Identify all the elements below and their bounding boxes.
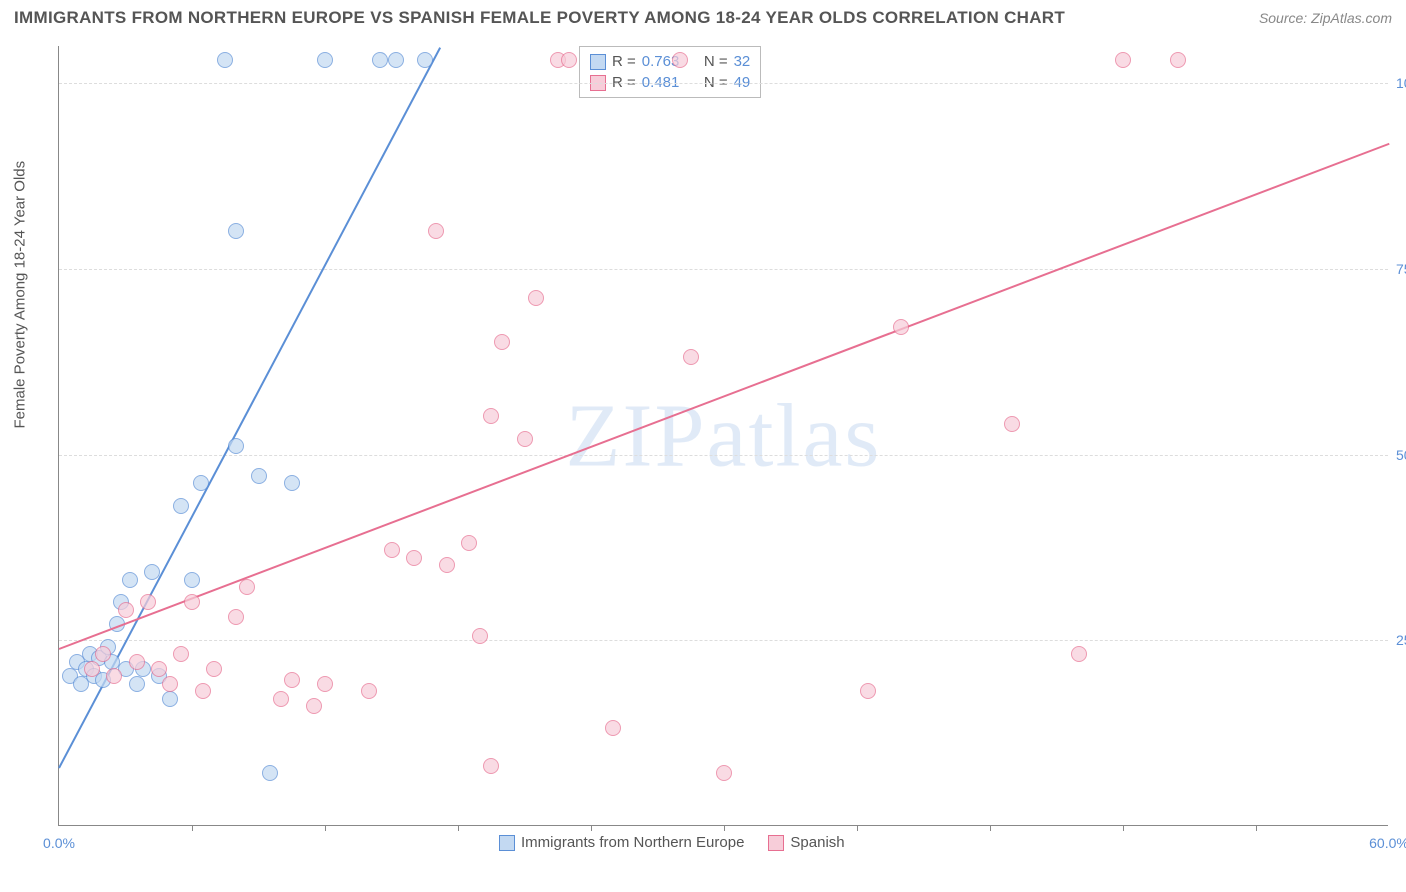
data-point	[162, 691, 178, 707]
gridline	[59, 83, 1388, 84]
data-point	[122, 572, 138, 588]
data-point	[284, 475, 300, 491]
x-tick-mark	[1256, 825, 1257, 831]
data-point	[184, 572, 200, 588]
data-point	[317, 676, 333, 692]
data-point	[206, 661, 222, 677]
data-point	[384, 542, 400, 558]
data-point	[317, 52, 333, 68]
data-point	[193, 475, 209, 491]
gridline	[59, 640, 1388, 641]
data-point	[129, 676, 145, 692]
legend-swatch	[590, 54, 606, 70]
watermark-text: ZIPatlas	[566, 384, 882, 487]
data-point	[716, 765, 732, 781]
data-point	[605, 720, 621, 736]
data-point	[1004, 416, 1020, 432]
y-axis-label: Female Poverty Among 18-24 Year Olds	[12, 161, 29, 429]
trend-line	[59, 143, 1390, 650]
data-point	[306, 698, 322, 714]
data-point	[494, 334, 510, 350]
x-tick-mark	[1123, 825, 1124, 831]
legend-series-item: Immigrants from Northern Europe	[499, 834, 744, 851]
data-point	[683, 349, 699, 365]
scatter-chart: ZIPatlas R = 0.763 N = 32R = 0.481 N = 4…	[58, 46, 1388, 826]
y-tick-label: 50.0%	[1396, 447, 1406, 463]
data-point	[483, 408, 499, 424]
data-point	[129, 654, 145, 670]
chart-title: IMMIGRANTS FROM NORTHERN EUROPE VS SPANI…	[14, 8, 1065, 28]
data-point	[118, 602, 134, 618]
data-point	[228, 223, 244, 239]
x-tick-label: 0.0%	[43, 835, 75, 851]
data-point	[483, 758, 499, 774]
data-point	[528, 290, 544, 306]
data-point	[184, 594, 200, 610]
data-point	[1115, 52, 1131, 68]
x-tick-mark	[990, 825, 991, 831]
data-point	[672, 52, 688, 68]
data-point	[239, 579, 255, 595]
data-point	[262, 765, 278, 781]
y-tick-label: 75.0%	[1396, 261, 1406, 277]
data-point	[1071, 646, 1087, 662]
data-point	[406, 550, 422, 566]
x-tick-mark	[724, 825, 725, 831]
correlation-legend: R = 0.763 N = 32R = 0.481 N = 49	[579, 46, 761, 98]
data-point	[893, 319, 909, 335]
legend-series-item: Spanish	[768, 834, 844, 851]
series-legend: Immigrants from Northern Europe Spanish	[499, 834, 845, 851]
gridline	[59, 455, 1388, 456]
data-point	[561, 52, 577, 68]
data-point	[144, 564, 160, 580]
data-point	[388, 52, 404, 68]
data-point	[106, 668, 122, 684]
x-tick-mark	[325, 825, 326, 831]
data-point	[217, 52, 233, 68]
data-point	[84, 661, 100, 677]
data-point	[860, 683, 876, 699]
data-point	[461, 535, 477, 551]
x-tick-mark	[591, 825, 592, 831]
legend-swatch	[499, 835, 515, 851]
data-point	[472, 628, 488, 644]
gridline	[59, 269, 1388, 270]
data-point	[428, 223, 444, 239]
y-tick-label: 25.0%	[1396, 632, 1406, 648]
data-point	[228, 438, 244, 454]
x-tick-mark	[857, 825, 858, 831]
data-point	[1170, 52, 1186, 68]
data-point	[173, 498, 189, 514]
x-tick-label: 60.0%	[1369, 835, 1406, 851]
legend-swatch	[768, 835, 784, 851]
data-point	[228, 609, 244, 625]
x-tick-mark	[192, 825, 193, 831]
x-tick-mark	[458, 825, 459, 831]
data-point	[251, 468, 267, 484]
data-point	[361, 683, 377, 699]
source-attribution: Source: ZipAtlas.com	[1259, 10, 1392, 26]
data-point	[173, 646, 189, 662]
data-point	[140, 594, 156, 610]
legend-stat-row: R = 0.763 N = 32	[590, 51, 750, 72]
data-point	[95, 646, 111, 662]
data-point	[372, 52, 388, 68]
data-point	[417, 52, 433, 68]
data-point	[273, 691, 289, 707]
data-point	[162, 676, 178, 692]
data-point	[195, 683, 211, 699]
data-point	[517, 431, 533, 447]
data-point	[151, 661, 167, 677]
data-point	[284, 672, 300, 688]
data-point	[439, 557, 455, 573]
y-tick-label: 100.0%	[1396, 75, 1406, 91]
